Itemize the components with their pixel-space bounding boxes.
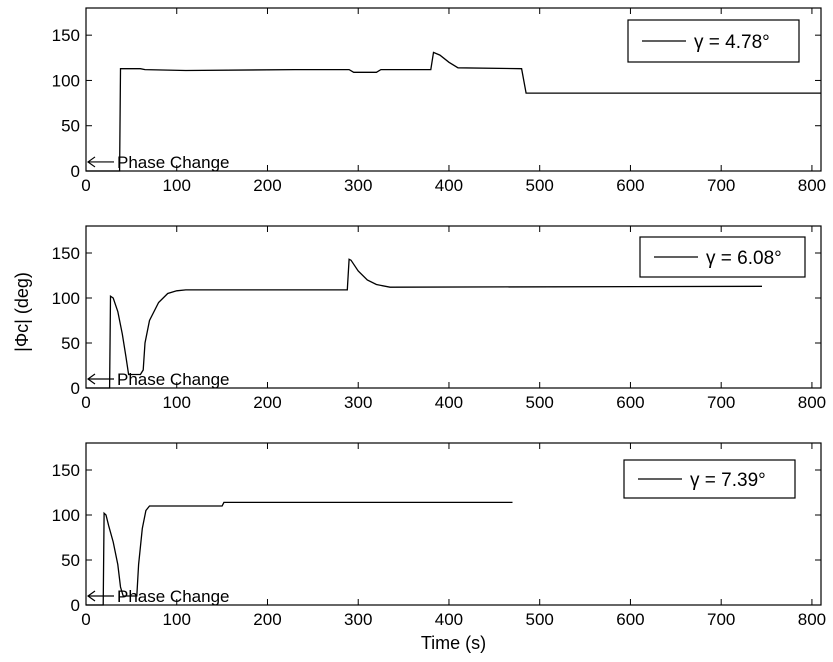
x-tick-label: 700 xyxy=(707,176,735,195)
series-line xyxy=(86,258,763,389)
x-tick-label: 800 xyxy=(798,176,826,195)
x-tick-label: 700 xyxy=(707,610,735,629)
x-tick-label: 600 xyxy=(616,610,644,629)
x-tick-label: 300 xyxy=(344,176,372,195)
series-line xyxy=(86,501,513,606)
x-tick-label: 500 xyxy=(526,393,554,412)
y-tick-label: 150 xyxy=(52,461,80,480)
y-tick-label: 100 xyxy=(52,506,80,525)
series-line xyxy=(86,51,821,172)
legend-label: γ = 4.78° xyxy=(694,32,770,53)
x-tick-label: 200 xyxy=(253,393,281,412)
axes-box xyxy=(85,7,822,172)
y-tick-label: 50 xyxy=(61,334,80,353)
x-tick-label: 200 xyxy=(253,610,281,629)
y-tick-label: 0 xyxy=(71,379,80,398)
y-axis-label: |Φc| (deg) xyxy=(12,272,32,352)
x-tick-label: 100 xyxy=(163,393,191,412)
annotation-label: Phase Change xyxy=(117,153,229,172)
x-tick-label: 800 xyxy=(798,393,826,412)
x-tick-label: 800 xyxy=(798,610,826,629)
subplot-1: 0 100 200 300 400 500 600 700 800 0 50 100 150 Phase … xyxy=(52,7,826,195)
x-tick-label: 600 xyxy=(616,393,644,412)
legend: γ = 7.39° xyxy=(623,459,796,499)
y-tick-label: 100 xyxy=(52,71,80,90)
x-tick-label: 300 xyxy=(344,610,372,629)
annotation-arrow-head xyxy=(86,156,96,168)
y-tick-label: 0 xyxy=(71,596,80,615)
x-tick-label: 0 xyxy=(81,610,90,629)
annotation-arrow-head xyxy=(86,590,96,602)
x-tick-label: 200 xyxy=(253,176,281,195)
y-tick-label: 150 xyxy=(52,26,80,45)
subplot-3: 0 100 200 300 400 500 600 700 800 0 50 100 150 Phase … xyxy=(52,442,826,653)
x-tick-label: 400 xyxy=(435,610,463,629)
y-tick-label: 100 xyxy=(52,289,80,308)
legend-label: γ = 7.39° xyxy=(690,470,766,491)
x-tick-label: 500 xyxy=(526,610,554,629)
x-tick-label: 300 xyxy=(344,393,372,412)
x-tick-label: 100 xyxy=(163,176,191,195)
x-tick-label: 0 xyxy=(81,176,90,195)
x-tick-label: 400 xyxy=(435,393,463,412)
y-tick-label: 0 xyxy=(71,162,80,181)
x-tick-label: 0 xyxy=(81,393,90,412)
subplot-2: 0 100 200 300 400 500 600 700 800 0 50 100 150 Phase … xyxy=(12,225,826,412)
y-tick-label: 50 xyxy=(61,551,80,570)
x-axis-label: Time (s) xyxy=(421,633,486,653)
axes-box xyxy=(85,442,822,606)
legend: γ = 4.78° xyxy=(627,19,800,63)
legend-label: γ = 6.08° xyxy=(706,248,782,269)
annotation-label: Phase Change xyxy=(117,587,229,606)
y-tick-label: 50 xyxy=(61,117,80,136)
legend: γ = 6.08° xyxy=(639,236,806,278)
x-tick-label: 600 xyxy=(616,176,644,195)
x-tick-label: 100 xyxy=(163,610,191,629)
y-tick-label: 150 xyxy=(52,244,80,263)
x-tick-label: 500 xyxy=(526,176,554,195)
x-tick-label: 700 xyxy=(707,393,735,412)
annotation-arrow-head xyxy=(86,373,96,385)
axes-box xyxy=(85,225,822,389)
x-tick-label: 400 xyxy=(435,176,463,195)
annotation-label: Phase Change xyxy=(117,370,229,389)
